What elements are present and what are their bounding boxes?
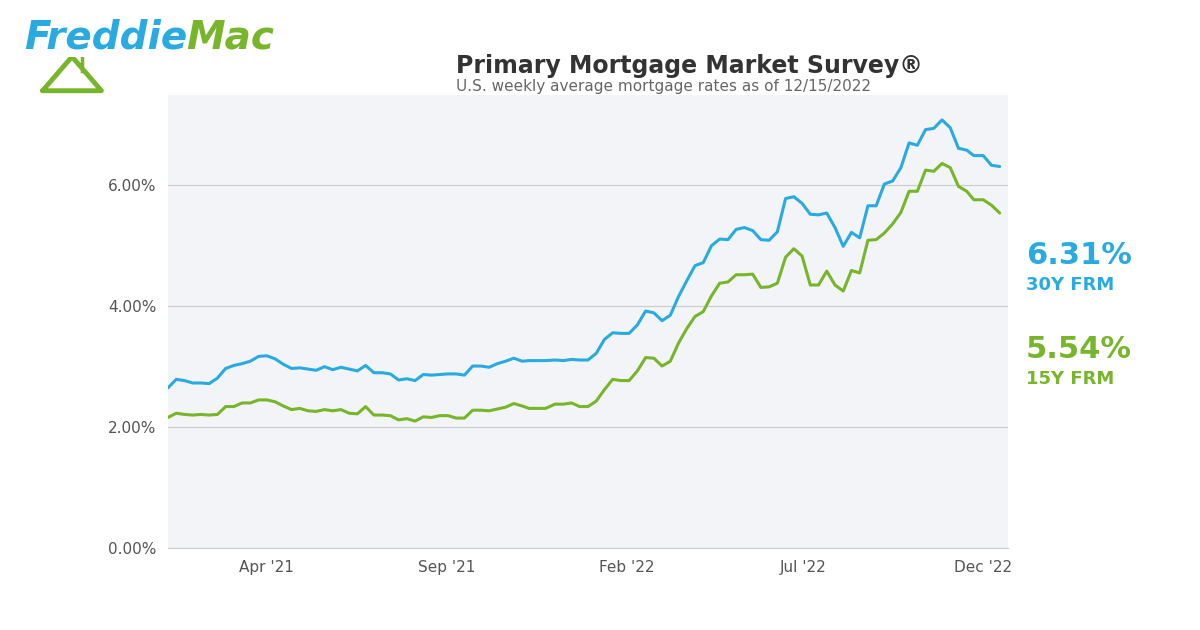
Text: 15Y FRM: 15Y FRM [1026, 370, 1115, 388]
Text: 30Y FRM: 30Y FRM [1026, 276, 1115, 294]
Text: U.S. weekly average mortgage rates as of 12/15/2022: U.S. weekly average mortgage rates as of… [456, 79, 871, 94]
Text: 6.31%: 6.31% [1026, 241, 1132, 270]
Text: Primary Mortgage Market Survey®: Primary Mortgage Market Survey® [456, 54, 923, 77]
Text: Mac: Mac [186, 19, 274, 57]
Text: Freddie: Freddie [24, 19, 187, 57]
Text: 5.54%: 5.54% [1026, 335, 1132, 364]
